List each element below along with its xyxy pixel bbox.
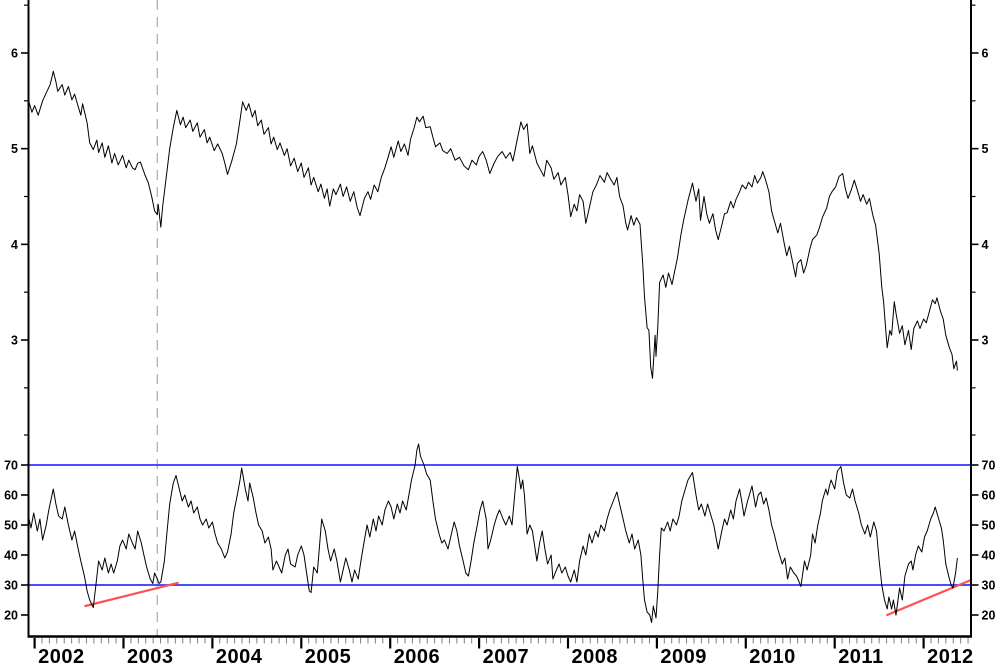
y-axis-label-right: 20 [982, 609, 996, 623]
band-lines-layer [28, 464, 971, 586]
y-axis-label-left: 60 [4, 489, 18, 503]
y-axis-label-left: 4 [11, 238, 18, 252]
year-label: 2009 [660, 646, 707, 667]
y-axis-label-right: 4 [982, 238, 989, 252]
year-label: 2004 [216, 646, 263, 667]
axis-labels-layer: 6 6 5 5 4 4 3 3 70 70 60 60 50 50 40 40 30 30 20 20 2002 2003… [4, 47, 995, 667]
y-axis-label-right: 50 [982, 519, 996, 533]
year-label: 2011 [838, 646, 883, 667]
trendlines-layer [84, 579, 971, 617]
y-axis-label-left: 40 [4, 549, 18, 563]
price-series-line [27, 70, 958, 379]
year-label: 2003 [127, 646, 174, 667]
year-label: 2010 [749, 646, 796, 667]
year-label: 2006 [394, 646, 441, 667]
y-axis-label-left: 30 [4, 579, 18, 593]
series-layer [27, 70, 958, 623]
chart-plot-area[interactable] [28, 0, 971, 636]
y-axis-label-left: 20 [4, 609, 18, 623]
axes-layer [21, 0, 979, 649]
y-axis-label-right: 5 [982, 142, 989, 156]
y-axis-label-left: 3 [11, 334, 18, 348]
y-axis-label-left: 70 [4, 459, 18, 473]
y-axis-label-right: 6 [982, 47, 989, 61]
year-label: 2008 [572, 646, 619, 667]
oscillator-trendline-1 [84, 581, 179, 608]
y-axis-label-right: 40 [982, 549, 996, 563]
y-axis-label-right: 60 [982, 489, 996, 503]
y-axis-label-right: 70 [982, 459, 996, 473]
year-label: 2012 [927, 646, 974, 667]
year-label: 2005 [305, 646, 352, 667]
oscillator-trendline-2 [886, 579, 971, 617]
y-axis-label-left: 6 [11, 47, 18, 61]
y-axis-label-right: 3 [982, 334, 989, 348]
year-label: 2002 [38, 646, 85, 667]
year-label: 2007 [483, 646, 529, 667]
y-axis-label-left: 5 [11, 142, 18, 156]
oscillator-series-line [27, 443, 958, 623]
y-axis-label-right: 30 [982, 579, 996, 593]
y-axis-label-left: 50 [4, 519, 18, 533]
